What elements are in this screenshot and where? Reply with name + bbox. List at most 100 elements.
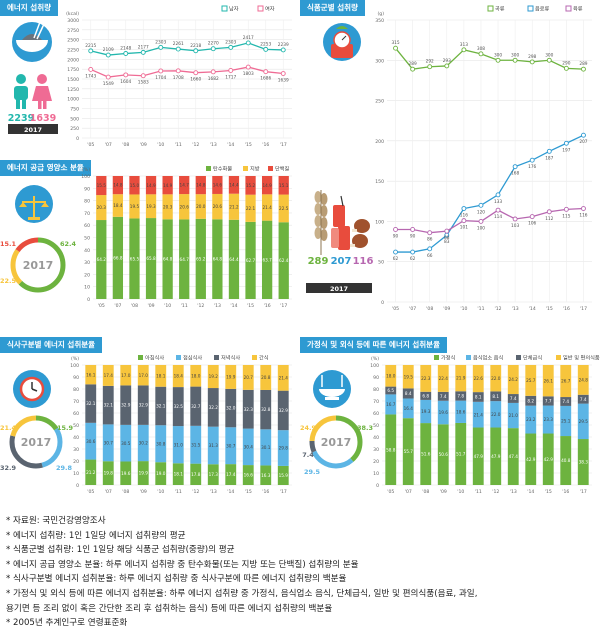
stacked-bar-segment	[85, 459, 97, 485]
data-label: 32.5	[174, 404, 184, 409]
stacked-bar-segment	[507, 428, 519, 485]
y-tick-label: 30	[84, 260, 90, 266]
data-label: 293	[443, 58, 451, 64]
stacked-bar-segment	[278, 222, 289, 299]
data-label: 32.1	[104, 403, 114, 408]
data-point	[245, 64, 251, 70]
y-tick-label: 80	[73, 387, 79, 393]
x-tick-label: '05	[87, 142, 94, 148]
data-label: 1583	[138, 80, 149, 86]
stacked-bar-segment	[225, 464, 237, 485]
x-tick-label: '14	[227, 489, 234, 495]
x-tick-label: '07	[114, 303, 121, 309]
stacked-bar-segment	[225, 365, 237, 389]
data-label: 32.7	[191, 404, 201, 409]
legend-label: 저녁식사	[221, 354, 240, 362]
data-label: 62.7	[246, 258, 256, 263]
y-tick-label: 40	[373, 435, 379, 441]
y-axis-unit: (%)	[82, 167, 90, 173]
stacked-bar-segment	[402, 365, 414, 389]
data-label: 47.9	[491, 454, 501, 459]
stacked-bar-segment	[542, 433, 554, 485]
data-point	[88, 48, 94, 54]
y-tick-label: 20	[373, 459, 379, 465]
data-point	[193, 48, 199, 54]
stacked-bar-segment	[96, 195, 107, 221]
data-label: 32.3	[244, 407, 254, 412]
stacked-bar-segment	[490, 401, 502, 428]
x-tick-label: '07	[409, 306, 416, 312]
stacked-bar-segment	[472, 365, 484, 393]
x-tick-label: '05	[392, 306, 399, 312]
food-line-chart: 0 50 100 150 200 250 300 350(g) '05 '07 '08 '09 '10 '…	[375, 5, 592, 312]
data-point	[495, 192, 501, 198]
y-tick-label: 100	[81, 174, 90, 180]
y-tick-label: 250	[70, 126, 79, 132]
data-label: 15.0	[130, 183, 140, 188]
legend-swatch	[466, 355, 471, 360]
data-label: 83	[444, 239, 450, 245]
data-label: 88	[444, 235, 450, 241]
eatout-donut-year: 2017	[321, 436, 352, 449]
x-tick-label: '08	[426, 306, 433, 312]
data-label: 22.1	[246, 206, 256, 211]
data-point	[427, 230, 433, 236]
x-tick-label: '09	[440, 489, 447, 495]
data-label: 55.7	[404, 449, 414, 454]
data-label: 133	[494, 199, 502, 205]
data-point	[427, 246, 433, 252]
y-tick-label: 2750	[67, 28, 79, 34]
data-label: 32.2	[209, 405, 219, 410]
data-label: 1704	[155, 75, 166, 81]
data-label: 64.7	[180, 257, 190, 262]
y-tick-label: 50	[84, 236, 90, 242]
meat-value: 116	[353, 256, 374, 267]
data-label: 30.7	[104, 440, 114, 445]
data-label: 207	[579, 139, 587, 145]
y-tick-label: 200	[375, 139, 384, 145]
stacked-bar-segment	[102, 385, 114, 425]
data-label: 26.1	[544, 378, 554, 383]
data-label: 32.9	[139, 403, 149, 408]
stacked-bar-segment	[112, 176, 124, 195]
data-label: 17.0	[139, 373, 149, 378]
data-label: 19.2	[209, 374, 219, 379]
stacked-bar-segment	[228, 219, 240, 299]
legend-label: 가정식	[441, 354, 456, 362]
stacked-bar-segment	[277, 465, 289, 485]
stacked-bar-segment	[245, 221, 256, 299]
stacked-bar-segment	[162, 194, 173, 220]
data-label: 19.0	[156, 471, 166, 476]
data-point	[563, 65, 569, 71]
stacked-bar-segment	[437, 400, 449, 425]
data-label: 315	[391, 40, 399, 46]
y-axis-unit: (g)	[377, 11, 384, 17]
stacked-bar-segment	[437, 365, 449, 392]
data-label: 30.8	[156, 441, 166, 446]
stacked-bar-segment	[507, 394, 519, 403]
legend-swatch	[487, 5, 494, 12]
stacked-bar-segment	[145, 176, 157, 195]
stacked-bar-segment	[542, 396, 554, 406]
data-point	[563, 140, 569, 146]
data-label: 2270	[208, 41, 219, 47]
data-point	[88, 66, 94, 72]
data-label: 2261	[173, 41, 184, 47]
stacked-bar-segment	[225, 388, 237, 428]
data-point	[393, 249, 398, 255]
data-point	[263, 69, 269, 75]
nutrient-title: 에너지 공급 영양소 분율	[0, 160, 91, 176]
scale-icon	[331, 44, 353, 58]
legend-label: 음료류	[535, 6, 550, 13]
data-label: 21.4	[279, 375, 289, 380]
y-tick-label: 90	[84, 186, 90, 192]
x-tick-label: '05	[98, 303, 105, 309]
nutrient-panel: 에너지 공급 영양소 분율 2017 62.4 22.5 15.1 0 10 20 3…	[0, 160, 300, 310]
x-tick-label: '09	[443, 306, 450, 312]
stacked-bar-segment	[96, 176, 107, 196]
data-label: 14.6	[213, 183, 223, 188]
data-label: 29.5	[579, 419, 589, 424]
data-label: 14.9	[146, 183, 156, 188]
data-label: 18.1	[174, 472, 184, 477]
data-label: 24.8	[579, 377, 589, 382]
